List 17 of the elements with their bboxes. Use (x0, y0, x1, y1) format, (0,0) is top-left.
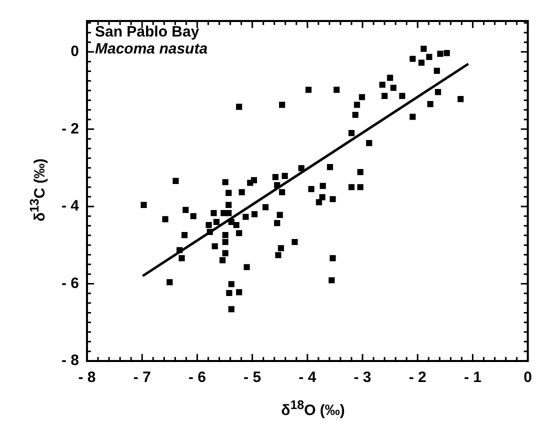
x-tick-label: 0 (524, 369, 532, 386)
annotation: San Pablo Bay (95, 24, 200, 41)
y-tick-label: - 8 (61, 352, 79, 370)
y-tick-label: - 4 (61, 198, 80, 215)
x-tick-label: - 8 (78, 369, 96, 386)
x-tick-label: - 1 (464, 369, 482, 386)
x-tick-label: - 6 (188, 369, 206, 386)
x-tick-label: - 5 (244, 369, 262, 386)
y-tick-label: - 2 (61, 120, 79, 138)
x-tick-label: - 3 (354, 369, 372, 386)
x-tick-label: - 4 (298, 369, 317, 386)
x-axis-title: δ$^{18}$O (‰) (281, 398, 345, 419)
x-tick-label: - 7 (133, 369, 151, 386)
y-tick-label: 0 (70, 43, 79, 60)
x-tick-label: - 2 (408, 369, 426, 386)
y-tick-label: - 6 (61, 274, 79, 292)
annotation: Macoma nasuta (95, 40, 208, 58)
